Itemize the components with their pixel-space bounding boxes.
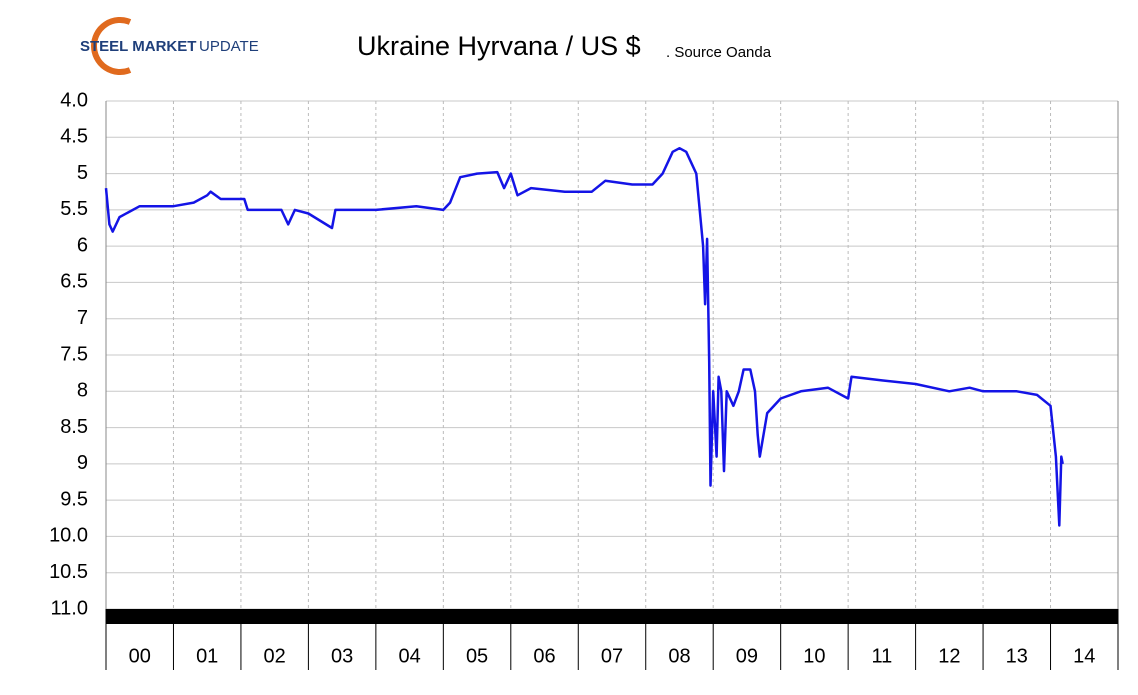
y-tick-label: 4.0 <box>60 89 88 111</box>
x-tick-label: 11 <box>871 645 892 667</box>
y-tick-label: 4.5 <box>60 126 88 148</box>
chart-title: Ukraine Hyrvana / US $ <box>357 31 641 61</box>
y-tick-label: 10.0 <box>49 525 88 547</box>
y-tick-label: 7.5 <box>60 343 88 365</box>
logo-swoosh <box>91 17 132 75</box>
y-tick-label: 10.5 <box>49 561 88 583</box>
x-tick-label: 14 <box>1073 645 1095 667</box>
x-tick-label: 06 <box>533 645 555 667</box>
logo: STEEL MARKET UPDATE <box>80 17 259 75</box>
y-tick-label: 6.5 <box>60 271 88 293</box>
x-tick-label: 13 <box>1006 645 1028 667</box>
y-tick-label: 8.5 <box>60 416 88 438</box>
x-tick-label: 09 <box>736 645 758 667</box>
y-tick-label: 8 <box>77 380 88 402</box>
x-tick-label: 10 <box>803 645 825 667</box>
y-tick-label: 11.0 <box>51 597 88 619</box>
x-tick-label: 12 <box>938 645 960 667</box>
y-tick-label: 5 <box>77 162 88 184</box>
x-tick-label: 07 <box>601 645 623 667</box>
x-tick-label: 05 <box>466 645 488 667</box>
x-tick-label: 03 <box>331 645 353 667</box>
y-tick-label: 7 <box>77 307 88 329</box>
logo-text: STEEL MARKET <box>80 38 196 55</box>
y-tick-label: 6 <box>77 234 88 256</box>
y-tick-label: 9 <box>77 452 88 474</box>
x-tick-label: 00 <box>129 645 151 667</box>
y-tick-label: 9.5 <box>60 488 88 510</box>
x-tick-label: 02 <box>264 645 286 667</box>
x-tick-label: 08 <box>668 645 690 667</box>
chart-subtitle: . Source Oanda <box>666 44 772 61</box>
logo-text: UPDATE <box>199 38 259 55</box>
y-tick-label: 5.5 <box>60 198 88 220</box>
x-tick-label: 04 <box>398 645 420 667</box>
data-line <box>104 146 1064 527</box>
x-axis-band <box>106 609 1118 624</box>
x-tick-label: 01 <box>196 645 218 667</box>
